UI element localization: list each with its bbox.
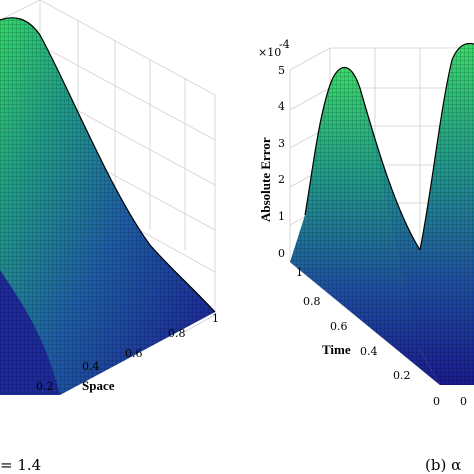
left-caption: = 1.4	[0, 456, 41, 474]
right-y-tick: 0	[433, 395, 440, 408]
right-z-tick: 0	[278, 247, 285, 260]
right-z-ticks: 0 1 2 3 4 5	[278, 64, 285, 260]
right-z-tick: 4	[278, 100, 285, 113]
left-x-tick: 0.6	[125, 347, 143, 360]
z-exponent-power: -4	[279, 38, 290, 51]
right-y-tick: 0.4	[360, 345, 378, 358]
right-z-tick: 5	[278, 64, 285, 77]
left-x-tick: 0.4	[82, 360, 100, 373]
right-surface	[290, 42, 474, 385]
right-caption: (b) α	[425, 456, 461, 474]
right-z-tick: 1	[278, 210, 285, 223]
left-x-tick: 0.2	[36, 380, 54, 393]
right-y-tick: 0.2	[393, 369, 411, 382]
right-x-tick: 0	[460, 395, 467, 408]
right-z-tick: 3	[278, 137, 285, 150]
right-z-exponent: ×10 -4	[258, 38, 290, 59]
right-panel: ×10 -4 0 1 2 3 4 5 Absolute Error 1 0.8 …	[258, 38, 474, 474]
left-x-tick: 0.8	[168, 327, 186, 340]
left-grid	[0, 0, 216, 338]
right-y-label: Time	[322, 342, 351, 357]
left-surface	[0, 17, 216, 396]
left-x-label: Space	[82, 378, 115, 393]
left-x-ticks: 0.2 0.4 0.6 0.8 1	[36, 312, 219, 393]
right-z-tick: 2	[278, 173, 285, 186]
right-y-tick: 1	[296, 266, 303, 279]
z-exponent-base: ×10	[258, 46, 281, 59]
right-y-ticks: 1 0.8 0.6 0.4 0.2 0	[296, 266, 440, 408]
left-x-tick: 1	[212, 312, 219, 325]
right-y-tick: 0.8	[303, 295, 321, 308]
right-y-tick: 0.6	[330, 320, 348, 333]
left-panel: 0.2 0.4 0.6 0.8 1 Space = 1.4	[0, 0, 219, 474]
right-z-label: Absolute Error	[258, 137, 273, 222]
